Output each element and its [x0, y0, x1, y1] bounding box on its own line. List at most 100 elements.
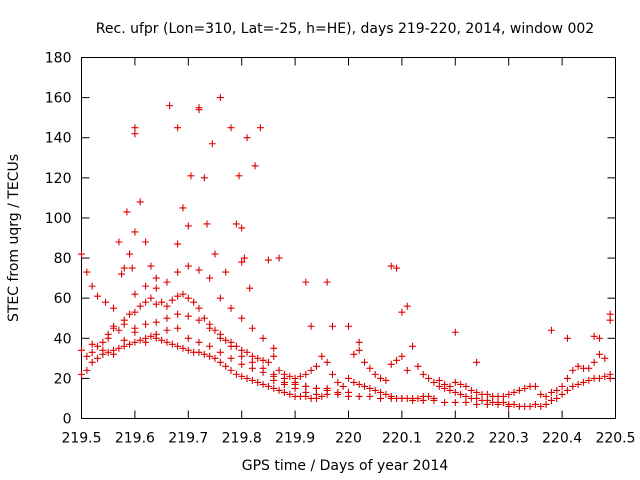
data-point: [163, 338, 171, 346]
data-point: [254, 354, 262, 362]
data-point: [473, 388, 481, 396]
data-point: [323, 384, 331, 392]
data-point: [563, 386, 571, 394]
data-point: [248, 324, 256, 332]
data-point: [403, 366, 411, 374]
data-point: [291, 374, 299, 382]
data-point: [88, 282, 96, 290]
data-points: [78, 94, 614, 410]
data-point: [499, 392, 507, 400]
data-point: [275, 366, 283, 374]
data-point: [131, 130, 139, 138]
data-point: [246, 284, 254, 292]
data-point: [163, 326, 171, 334]
data-point: [78, 370, 85, 378]
data-point: [280, 370, 288, 378]
data-point: [166, 102, 174, 110]
data-point: [208, 140, 216, 148]
data-point: [115, 326, 123, 334]
data-point: [232, 370, 240, 378]
data-point: [168, 296, 176, 304]
data-point: [371, 370, 379, 378]
y-tick-label: 20: [54, 371, 72, 387]
data-point: [179, 290, 187, 298]
data-point: [403, 302, 411, 310]
data-point: [83, 352, 91, 360]
data-point: [595, 374, 603, 382]
data-point: [323, 278, 331, 286]
data-point: [187, 172, 195, 180]
data-point: [312, 384, 320, 392]
data-point: [120, 320, 128, 328]
data-point: [222, 336, 230, 344]
data-point: [243, 374, 251, 382]
data-point: [483, 400, 491, 408]
data-point: [361, 358, 369, 366]
data-point: [174, 292, 182, 300]
data-point: [240, 254, 248, 262]
data-point: [248, 358, 256, 366]
x-tick-label: 219.8: [222, 431, 262, 447]
data-point: [102, 298, 110, 306]
data-point: [163, 302, 171, 310]
data-point: [451, 328, 459, 336]
data-point: [174, 268, 182, 276]
data-point: [216, 94, 224, 102]
y-axis: 0 20 40 60 80 100 120 140 160 180: [45, 51, 616, 428]
data-point: [264, 382, 272, 390]
data-point: [126, 250, 134, 258]
data-point: [142, 298, 150, 306]
data-point: [542, 400, 550, 408]
data-point: [259, 356, 267, 364]
plot-frame: [81, 57, 616, 419]
data-point: [366, 392, 374, 400]
data-point: [435, 382, 443, 390]
data-point: [136, 198, 144, 206]
y-tick-label: 160: [45, 91, 72, 107]
data-point: [126, 310, 134, 318]
data-point: [254, 378, 262, 386]
data-point: [457, 380, 465, 388]
data-point: [312, 362, 320, 370]
data-point: [280, 378, 288, 386]
data-point: [227, 342, 235, 350]
data-point: [206, 342, 214, 350]
data-point: [441, 398, 449, 406]
data-point: [302, 370, 310, 378]
data-point: [174, 124, 182, 132]
data-point: [345, 322, 352, 330]
data-point: [606, 316, 614, 324]
data-point: [184, 334, 192, 342]
data-point: [174, 342, 182, 350]
data-point: [563, 374, 571, 382]
data-point: [216, 358, 224, 366]
data-point: [227, 366, 235, 374]
data-point: [123, 208, 131, 216]
data-point: [147, 294, 155, 302]
data-point: [195, 304, 203, 312]
data-point: [499, 398, 507, 406]
x-tick-label: 219.7: [168, 431, 208, 447]
data-point: [425, 374, 433, 382]
data-point: [312, 390, 320, 398]
data-point: [377, 394, 385, 402]
data-point: [537, 402, 545, 410]
data-point: [131, 308, 139, 316]
data-point: [473, 358, 481, 366]
chart-title: Rec. ufpr (Lon=310, Lat=-25, h=HE), days…: [96, 21, 594, 37]
data-point: [547, 326, 555, 334]
data-point: [203, 220, 211, 228]
data-point: [152, 318, 160, 326]
data-point: [104, 348, 112, 356]
data-point: [136, 336, 144, 344]
data-point: [195, 316, 203, 324]
data-point: [238, 352, 246, 360]
data-point: [547, 388, 555, 396]
x-tick-label: 219.9: [275, 431, 315, 447]
data-point: [195, 104, 203, 112]
data-point: [227, 124, 235, 132]
data-point: [451, 388, 459, 396]
data-point: [243, 134, 251, 142]
data-point: [563, 334, 571, 342]
data-point: [457, 390, 465, 398]
